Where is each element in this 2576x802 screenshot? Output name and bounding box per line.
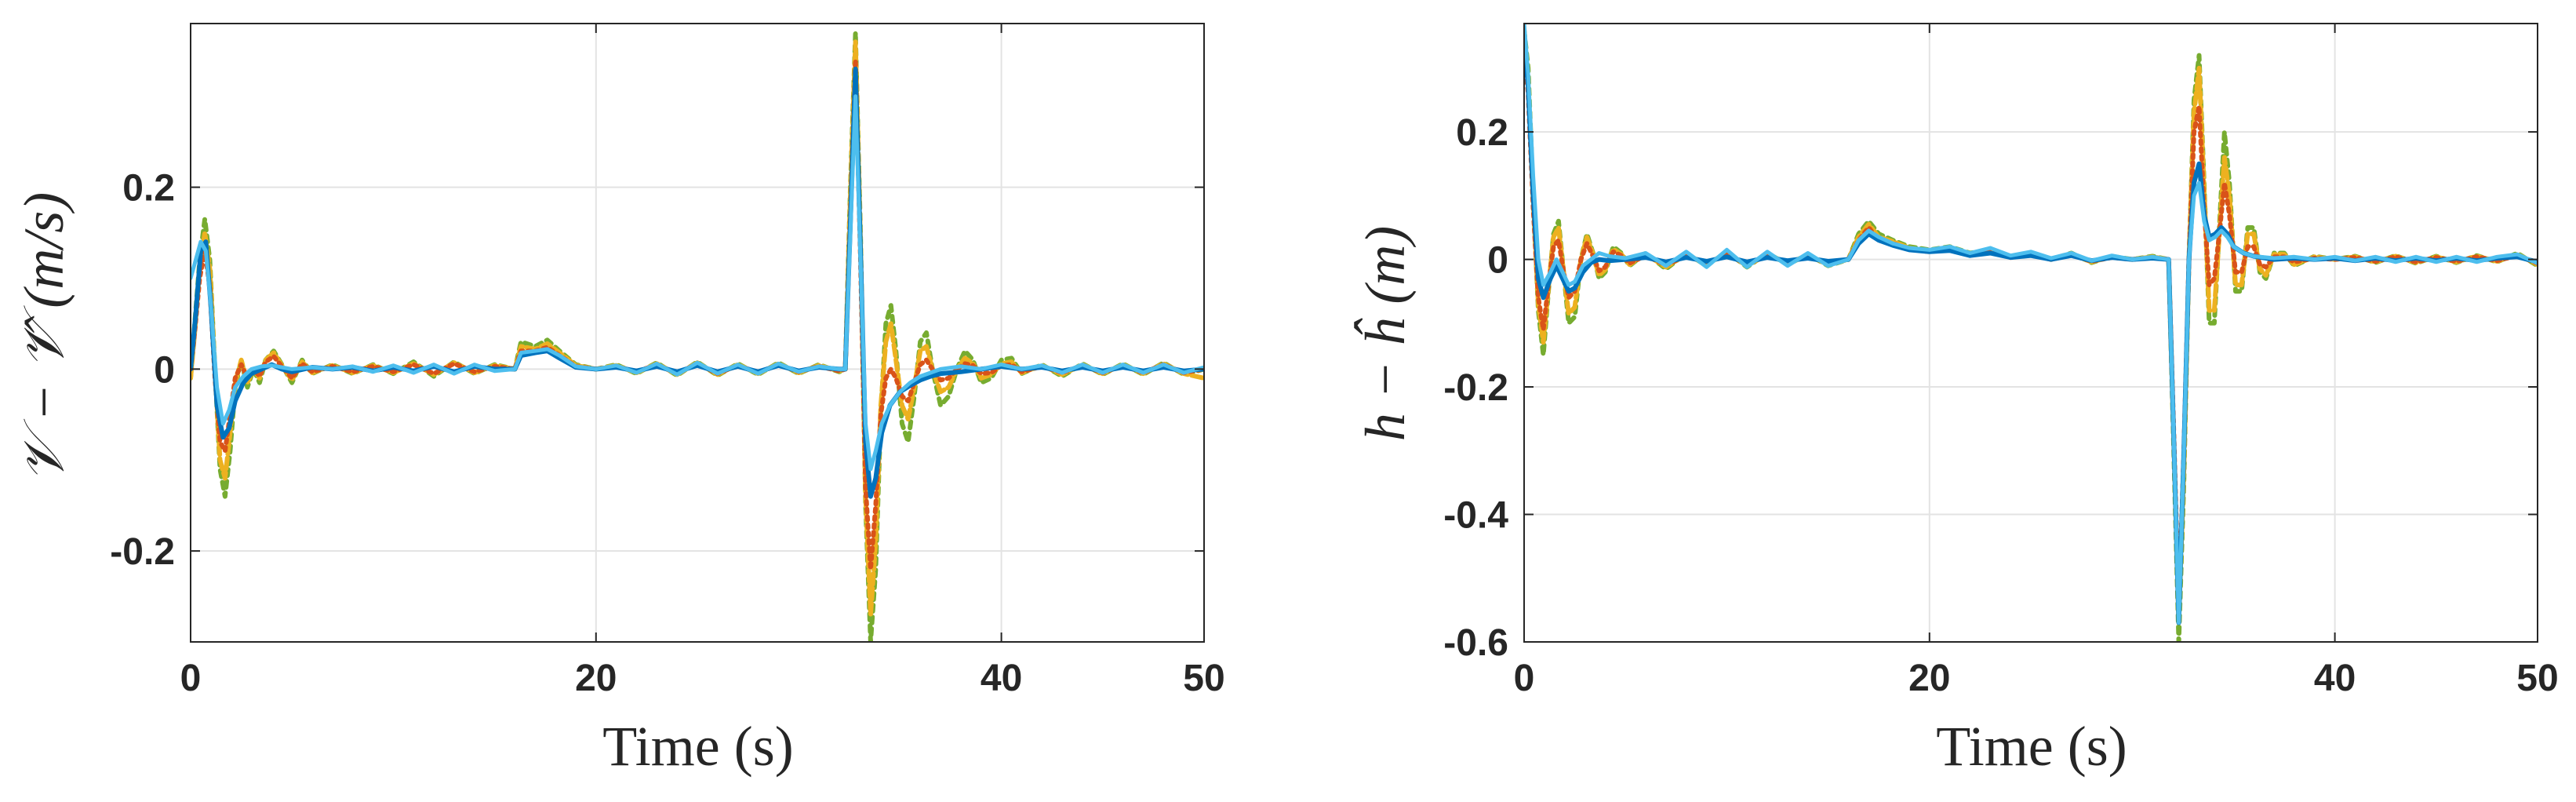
series-group: [1524, 24, 2538, 642]
series-group: [191, 30, 1204, 642]
x-tick-label: 0: [180, 658, 202, 699]
plot-area: [1524, 24, 2538, 642]
x-tick-label: 40: [981, 658, 1022, 699]
y-tick-label: -0.2: [110, 531, 175, 573]
y-tick-label: 0.2: [1456, 112, 1508, 154]
y-tick-label: -0.2: [1443, 367, 1508, 409]
axes-frame: [1523, 23, 2538, 643]
chart-panel-velocity-error: 𝒱 − 𝒱̂ (m/s) Time (s) 0 20 40 50 0.2 0 -0.2: [13, 23, 1225, 778]
x-tick-label: 20: [1908, 658, 1950, 699]
y-axis-label: 𝒱 − 𝒱̂ (m/s): [13, 192, 75, 483]
x-axis-label: Time (s): [602, 715, 793, 778]
plot-area: [191, 24, 1204, 642]
x-tick-label: 0: [1514, 658, 1535, 699]
x-tick-label: 50: [1183, 658, 1224, 699]
series-line-5: [1524, 24, 2538, 625]
y-tick-label: -0.4: [1443, 495, 1508, 537]
y-tick-label: 0: [154, 349, 175, 391]
x-tick-label: 40: [2314, 658, 2356, 699]
x-tick-label: 20: [575, 658, 617, 699]
y-tick-label: 0: [1487, 240, 1508, 282]
y-tick-label: -0.6: [1443, 622, 1508, 664]
y-axis-label: h − ĥ (m): [1354, 226, 1417, 442]
axes-frame: [190, 23, 1205, 643]
y-tick-label: 0.2: [122, 168, 175, 210]
x-axis-label: Time (s): [1936, 715, 2127, 778]
chart-panel-height-error: h − ĥ (m) Time (s) 0 20 40 50 0.2 0 -0.2 -0.4 -0…: [1354, 23, 2559, 778]
series-line-5: [191, 94, 1204, 472]
x-tick-label: 50: [2516, 658, 2558, 699]
